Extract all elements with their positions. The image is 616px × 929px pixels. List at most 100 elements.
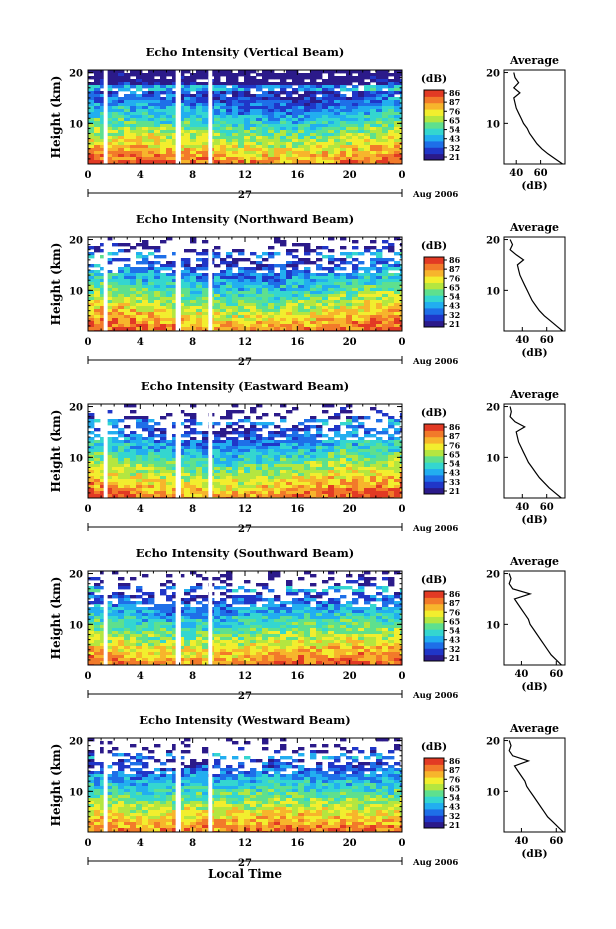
heatmap-cell xyxy=(340,79,347,83)
heatmap-cell xyxy=(136,109,143,113)
heatmap-cell xyxy=(190,118,197,122)
heatmap-cell xyxy=(316,276,323,280)
heatmap-cell xyxy=(316,476,323,480)
heatmap-cell xyxy=(94,151,101,155)
heatmap-cell xyxy=(118,577,125,581)
heatmap-cell xyxy=(190,312,197,316)
heatmap-cell xyxy=(214,455,221,459)
heatmap-cell xyxy=(286,103,293,107)
heatmap-cell xyxy=(256,142,263,146)
heatmap-cell xyxy=(262,276,269,280)
y-tick-label: 20 xyxy=(69,236,83,247)
heatmap-cell xyxy=(172,76,179,80)
heatmap-cell xyxy=(328,327,335,331)
heatmap-cell xyxy=(220,494,227,498)
heatmap-cell xyxy=(94,73,101,77)
heatmap-cell xyxy=(268,461,275,465)
heatmap-cell xyxy=(124,485,131,489)
heatmap-cell xyxy=(334,446,341,450)
heatmap-cell xyxy=(214,485,221,489)
heatmap-cell xyxy=(262,303,269,307)
heatmap-cell xyxy=(226,315,233,319)
heatmap-cell xyxy=(88,577,95,581)
heatmap-cell xyxy=(178,494,185,498)
heatmap-cell xyxy=(130,127,137,131)
heatmap-cell xyxy=(172,261,179,265)
heatmap-cell xyxy=(400,452,402,456)
heatmap-cell xyxy=(298,124,305,128)
heatmap-cell xyxy=(364,601,371,605)
panel-3: Echo Intensity (Eastward Beam)2010Height… xyxy=(49,379,566,535)
heatmap-cell xyxy=(106,324,113,328)
heatmap-cell xyxy=(94,112,101,116)
colorbar-swatch xyxy=(424,474,444,482)
heatmap-cell xyxy=(304,279,311,283)
heatmap-cell xyxy=(340,118,347,122)
heatmap-cell xyxy=(340,100,347,104)
heatmap-cell xyxy=(298,139,305,143)
heatmap-cell xyxy=(190,309,197,313)
heatmap-cell xyxy=(124,309,131,313)
heatmap-cell xyxy=(226,446,233,450)
heatmap-cell xyxy=(256,73,263,77)
heatmap-cell xyxy=(196,136,203,140)
heatmap-cell xyxy=(358,148,365,152)
heatmap-cell xyxy=(340,285,347,289)
heatmap-cell xyxy=(232,324,239,328)
heatmap-cell xyxy=(346,485,353,489)
heatmap-cell xyxy=(352,76,359,80)
heatmap-cell xyxy=(370,577,377,581)
heatmap-cell xyxy=(106,130,113,134)
heatmap-cell xyxy=(190,306,197,310)
heatmap-cell xyxy=(196,285,203,289)
heatmap-cell xyxy=(334,109,341,113)
heatmap-cell xyxy=(304,303,311,307)
heatmap-cell xyxy=(388,282,395,286)
heatmap-cell xyxy=(214,482,221,486)
heatmap-cell xyxy=(136,243,143,247)
heatmap-cell xyxy=(376,479,383,483)
heatmap-cell xyxy=(154,312,161,316)
heatmap-cell xyxy=(352,306,359,310)
heatmap-cell xyxy=(112,431,119,435)
heatmap-cell xyxy=(400,255,402,259)
heatmap-cell xyxy=(268,431,275,435)
heatmap-cell xyxy=(292,115,299,119)
heatmap-cell xyxy=(322,112,329,116)
heatmap-cell xyxy=(112,243,119,247)
heatmap-cell xyxy=(340,443,347,447)
heatmap-cell xyxy=(376,455,383,459)
heatmap-cell xyxy=(232,103,239,107)
heatmap-cell xyxy=(220,306,227,310)
heatmap-cell xyxy=(148,461,155,465)
x-tick-label: 0 xyxy=(85,170,92,181)
heatmap-cell xyxy=(382,598,389,602)
heatmap-cell xyxy=(184,118,191,122)
heatmap-cell xyxy=(238,73,245,77)
heatmap-cell xyxy=(322,130,329,134)
heatmap-cell xyxy=(394,112,401,116)
heatmap-cell xyxy=(94,130,101,134)
heatmap-cell xyxy=(316,455,323,459)
heatmap-cell xyxy=(214,303,221,307)
heatmap-cell xyxy=(346,115,353,119)
heatmap-cell xyxy=(202,604,209,608)
heatmap-cell xyxy=(232,291,239,295)
heatmap-cell xyxy=(172,151,179,155)
heatmap-cell xyxy=(328,124,335,128)
heatmap-cell xyxy=(184,312,191,316)
heatmap-cell xyxy=(250,151,257,155)
heatmap-cell xyxy=(214,586,221,590)
heatmap-cell xyxy=(106,470,113,474)
heatmap-cell xyxy=(346,318,353,322)
heatmap-cell xyxy=(118,479,125,483)
heatmap-cell xyxy=(244,88,251,92)
average-title: Average xyxy=(509,388,559,401)
heatmap-cell xyxy=(352,267,359,271)
heatmap-cell xyxy=(130,318,137,322)
heatmap-cell xyxy=(130,136,137,140)
heatmap-cell xyxy=(226,264,233,268)
heatmap-cell xyxy=(382,112,389,116)
heatmap-cell xyxy=(268,455,275,459)
heatmap-cell xyxy=(130,82,137,86)
